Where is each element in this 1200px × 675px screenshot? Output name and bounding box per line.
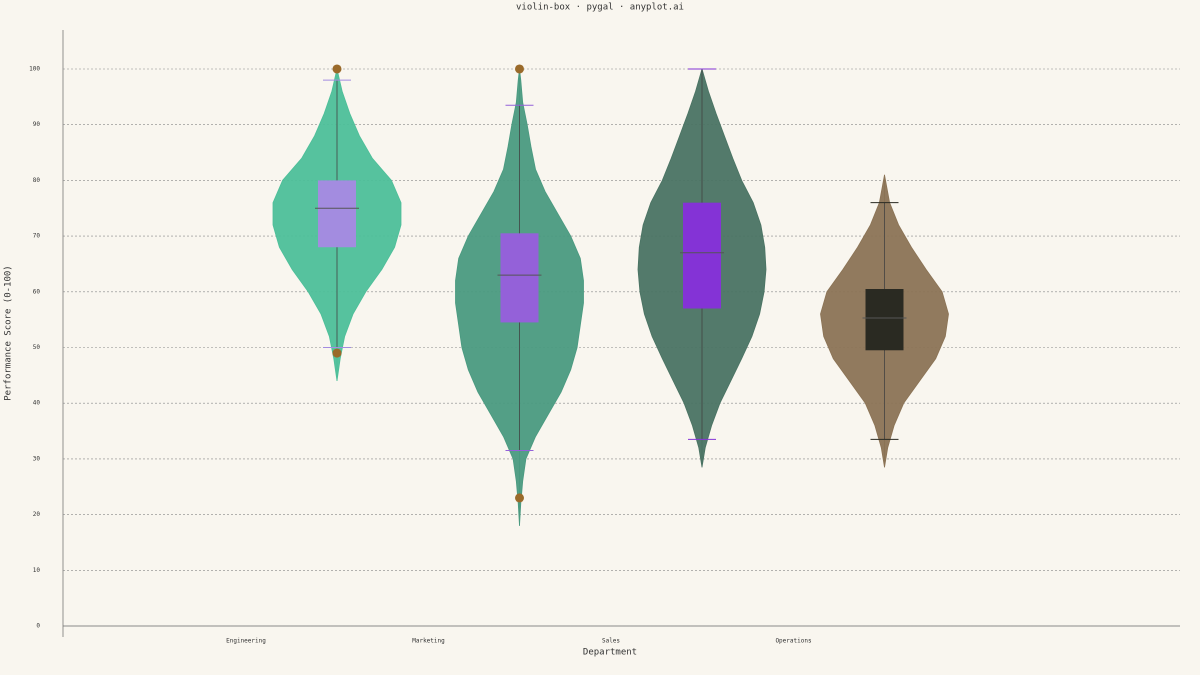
violin-half	[519, 68, 584, 526]
y-tick-label: 70	[33, 233, 41, 240]
outlier	[332, 348, 342, 358]
y-tick-label: 20	[33, 511, 41, 518]
violin-half	[455, 68, 520, 526]
y-tick-label: 50	[33, 344, 41, 351]
x-tick-label: Engineering	[226, 638, 266, 645]
violin-half	[820, 174, 885, 468]
box	[683, 202, 721, 309]
box	[318, 180, 356, 248]
chart-title: violin-box · pygal · anyplot.ai	[516, 3, 684, 13]
box	[500, 233, 539, 323]
y-tick-label: 40	[33, 400, 41, 407]
violin-half	[884, 174, 949, 468]
y-tick-label: 100	[29, 65, 40, 72]
y-tick-label: 60	[33, 288, 41, 295]
violin-half	[272, 68, 338, 381]
x-axis-label: Department	[583, 648, 637, 658]
outlier	[515, 64, 524, 74]
y-tick-label: 10	[33, 567, 41, 574]
y-tick-label: 0	[36, 623, 40, 630]
violin-half	[637, 68, 703, 468]
violin-half	[701, 68, 767, 468]
outlier	[515, 493, 524, 503]
y-axis-label: Performance Score (0-100)	[4, 265, 14, 400]
y-tick-label: 80	[33, 177, 41, 184]
y-tick-label: 30	[33, 455, 41, 462]
x-tick-label: Sales	[602, 638, 620, 645]
x-tick-label: Marketing	[412, 638, 445, 645]
x-tick-label: Operations	[775, 638, 812, 645]
outlier	[332, 64, 342, 74]
y-tick-label: 90	[33, 121, 41, 128]
box	[865, 289, 904, 351]
violin-half	[336, 68, 402, 381]
